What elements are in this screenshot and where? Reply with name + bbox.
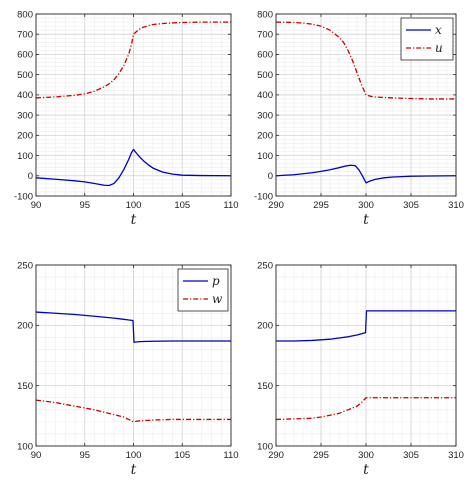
y-tick-label: 500: [17, 70, 33, 81]
y-tick-label: 100: [257, 151, 273, 162]
panel-4: 290 295 300 305 310 100 150 200 250 t: [257, 260, 464, 478]
y-tick-label: 200: [257, 131, 273, 142]
x-tick-label: 290: [268, 200, 284, 211]
y-tick-label: 800: [17, 9, 33, 20]
y-tick-label: 300: [257, 110, 273, 121]
panel-1: 90 95 100 105 110 -100 0 100 200 300 400 500 600 700 8…: [14, 9, 239, 228]
x-tick-label: 100: [126, 450, 142, 461]
y-tick-label: 700: [257, 30, 273, 41]
x-tick-label: 300: [358, 450, 374, 461]
y-tick-label: 800: [257, 9, 273, 20]
y-tick-label: 0: [28, 171, 33, 182]
legend-label-p: p: [212, 274, 220, 288]
legend-box: [400, 17, 454, 61]
series-line-x: [275, 164, 457, 184]
series-line-w: [35, 399, 231, 423]
x-tick-label: 305: [403, 200, 419, 211]
legend-label-x: x: [435, 23, 442, 37]
x-tick-label: 105: [174, 200, 190, 211]
legend: xu: [400, 17, 454, 61]
x-tick-label: 295: [313, 450, 329, 461]
series-line-x: [35, 148, 232, 187]
y-tick-label: 200: [17, 131, 33, 142]
y-tick-label: 200: [257, 321, 273, 332]
x-tick-label: 310: [448, 450, 464, 461]
y-tick-label: 600: [17, 50, 33, 61]
x-tick-label: 110: [223, 200, 238, 211]
legend-box: [177, 268, 229, 312]
y-tick-label: 150: [257, 381, 273, 392]
x-tick-label: 105: [174, 450, 190, 461]
legend: pw: [177, 268, 229, 312]
x-tick-label: 305: [403, 450, 419, 461]
x-axis-label: t: [131, 212, 137, 228]
y-tick-label: 0: [268, 171, 273, 182]
series-line-w: [275, 397, 456, 421]
legend-label-w: w: [212, 292, 223, 306]
y-tick-label: 300: [17, 110, 33, 121]
y-tick-label: 250: [17, 260, 33, 271]
series-line-p: [276, 310, 456, 342]
x-tick-label: 95: [79, 200, 90, 211]
y-tick-label: -100: [14, 191, 33, 202]
series-line-u: [35, 21, 231, 99]
series-line-u: [275, 21, 456, 100]
x-tick-label: 90: [31, 200, 42, 211]
x-tick-label: 110: [223, 450, 238, 461]
x-tick-label: 95: [79, 450, 90, 461]
series-line-p: [35, 311, 231, 343]
x-tick-label: 295: [313, 200, 329, 211]
y-tick-label: 100: [257, 441, 273, 452]
y-tick-label: 250: [257, 260, 273, 271]
y-tick-label: 500: [257, 70, 273, 81]
y-tick-label: 100: [17, 151, 33, 162]
panel-3: 90 95 100 105 110 100 150 200 250 t pw: [17, 260, 238, 478]
y-tick-label: 400: [257, 90, 273, 101]
x-tick-label: 310: [448, 200, 464, 211]
y-tick-label: 700: [17, 30, 33, 41]
panel-2: 290 295 300 305 310 -100 0 100 200 300 400 500 600 70…: [254, 9, 464, 228]
x-axis-label: t: [131, 462, 137, 478]
y-tick-label: 400: [17, 90, 33, 101]
x-axis-label: t: [363, 212, 369, 228]
x-tick-label: 90: [31, 450, 42, 461]
x-axis-label: t: [363, 462, 369, 478]
y-tick-label: 150: [17, 381, 33, 392]
x-tick-label: 290: [268, 450, 284, 461]
y-tick-label: 100: [17, 441, 33, 452]
y-tick-label: 200: [17, 321, 33, 332]
y-tick-label: -100: [254, 191, 273, 202]
x-tick-label: 100: [126, 200, 142, 211]
y-tick-label: 600: [257, 50, 273, 61]
legend-label-u: u: [435, 41, 443, 55]
x-tick-label: 300: [358, 200, 374, 211]
